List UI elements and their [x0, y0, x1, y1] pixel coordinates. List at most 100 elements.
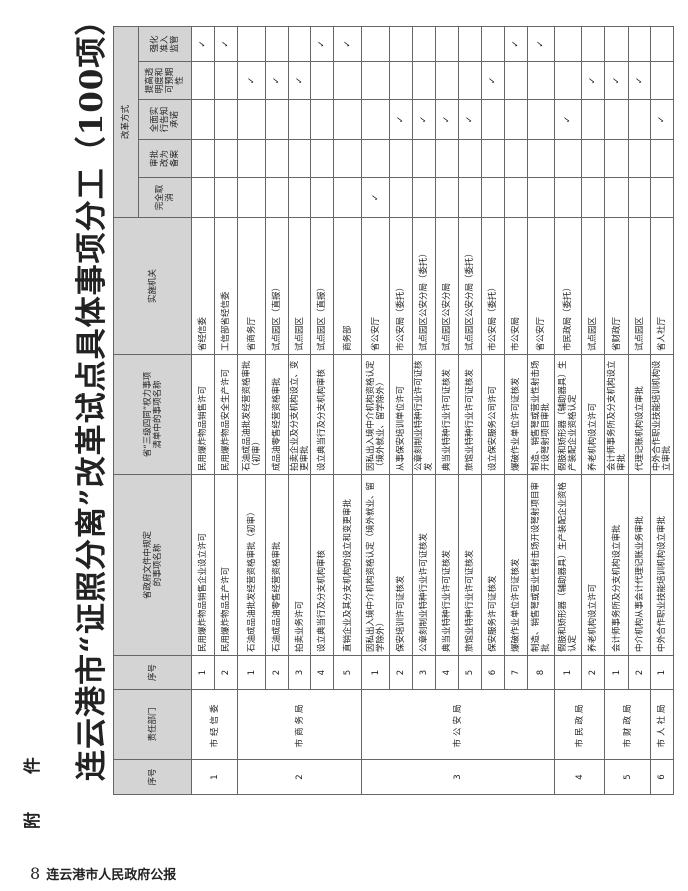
reform-mode-cell — [265, 177, 289, 218]
implementing-body: 试点园区公安分局（委托） — [458, 217, 482, 355]
department-name: 市人社局 — [650, 689, 674, 760]
check-mark-icon: ✓ — [465, 115, 475, 124]
provincial-doc-name: 爆破作业单位许可证核发 — [504, 474, 528, 656]
implementing-body: 市民政局（委托） — [554, 217, 582, 355]
table-row: 3 公章刻制业特种行业许可证核发 公章刻制业特种行业许可证核发 试点园区公安分局（委托… — [412, 26, 436, 795]
table-row: 5 市财政局 1 会计师事务所及分支机构设立审批 会计师事务所及分支机构设立审批 省财政厅… — [604, 26, 651, 795]
check-mark-icon: ✓ — [634, 76, 645, 85]
check-mark-icon: ✓ — [342, 40, 353, 48]
department-no: 6 — [650, 759, 674, 795]
power-list-name: 民用爆炸物品安全生产许可 — [214, 354, 238, 475]
check-mark-icon: ✓ — [198, 40, 208, 48]
department-no: 2 — [237, 759, 362, 795]
implementing-body: 市公安局（委托） — [389, 217, 413, 355]
table-row: 8 制造、销售弩或营业性射击场开设弩射项目审批 制造、销售弩或营业性射击场开设弩射项… — [527, 26, 555, 795]
reform-mode-cell — [650, 139, 674, 178]
power-list-name: 因私出入境中介机构资格认定（境外就业、留学除外） — [361, 354, 390, 475]
reform-mode-cell: ✓ — [412, 99, 436, 140]
power-list-name: 成品油零售经营资格审批 — [265, 354, 289, 475]
header-mode-notify-commit: 全面实行告知承诺 — [138, 99, 192, 140]
table-row: 2 保安培训许可证核发 从事保安培训单位许可 市公安局（委托） ✓ — [389, 26, 413, 795]
reform-mode-cell — [412, 139, 436, 178]
provincial-doc-name: 石油成品油批发经营资格审批（初审） — [237, 474, 266, 656]
annex-label: 附 件 — [23, 741, 43, 829]
reform-mode-cell — [458, 139, 482, 178]
item-no: 6 — [481, 655, 505, 690]
reform-mode-cell — [214, 61, 238, 100]
reform-mode-cell — [435, 61, 459, 100]
implementing-body: 试点园区 — [581, 217, 605, 355]
reform-mode-cell — [333, 139, 362, 178]
reform-mode-cell: ✓ — [458, 99, 482, 140]
item-no: 3 — [288, 655, 311, 690]
implementing-body: 试点园区 — [628, 217, 651, 355]
header-reform-mode: 改革方式 — [113, 26, 139, 218]
department-name: 市公安局 — [361, 689, 555, 760]
provincial-doc-name: 中介机构从事会计代理记账业务审批 — [628, 474, 651, 656]
reform-mode-cell — [389, 139, 413, 178]
item-no: 1 — [361, 655, 390, 690]
power-list-name: 石油成品油批发经营资格审批（初审） — [237, 354, 266, 475]
provincial-doc-name: 典当业特种行业许可证核发 — [435, 474, 459, 656]
reform-mode-cell — [650, 26, 674, 62]
reform-mode-cell — [554, 61, 582, 100]
item-no: 3 — [412, 655, 436, 690]
reform-mode-cell: ✓ — [554, 99, 582, 140]
department-name: 市财政局 — [604, 689, 651, 760]
reform-mode-cell — [265, 26, 289, 62]
item-no: 1 — [650, 655, 674, 690]
item-no: 4 — [310, 655, 334, 690]
reform-items-table: 序号 责任部门 序号 省政府文件中规定的事项名称 省“三级四同”权力事项清单中的… — [113, 26, 674, 795]
power-list-name: 会计师事务所及分支机构设立审批 — [604, 354, 629, 475]
reform-mode-cell — [265, 139, 289, 178]
reform-mode-cell — [191, 139, 215, 178]
check-mark-icon: ✓ — [221, 40, 231, 48]
reform-mode-cell — [214, 139, 238, 178]
check-mark-icon: ✓ — [488, 76, 498, 85]
provincial-doc-name: 民用爆炸物品销售企业设立许可 — [191, 474, 215, 656]
table-row: 3 市公安局 1 因私出入境中介机构资格认定（境外就业、留学除外） 因私出入境中介机构资… — [361, 26, 555, 795]
provincial-doc-name: 旅馆业特种行业许可证核发 — [458, 474, 482, 656]
reform-mode-cell — [504, 99, 528, 140]
reform-mode-cell — [481, 139, 505, 178]
reform-mode-cell — [288, 99, 311, 140]
reform-mode-cell — [581, 139, 605, 178]
reform-mode-cell — [527, 99, 555, 140]
item-no: 2 — [581, 655, 605, 690]
reform-mode-cell — [504, 177, 528, 218]
check-mark-icon: ✓ — [246, 76, 257, 85]
check-mark-icon: ✓ — [272, 76, 282, 85]
reform-mode-cell — [361, 139, 390, 178]
reform-mode-cell: ✓ — [361, 177, 390, 218]
publication-name: 连云港市人民政府公报 — [46, 868, 177, 883]
provincial-doc-name: 石油成品油零售经营资格审批 — [265, 474, 289, 656]
check-mark-icon: ✓ — [588, 76, 598, 85]
reform-mode-cell — [191, 99, 215, 140]
header-implementing-body: 实施机关 — [113, 217, 192, 355]
reform-mode-cell — [481, 26, 505, 62]
reform-mode-cell — [604, 26, 629, 62]
implementing-body: 省公安厅 — [361, 217, 390, 355]
department-name: 市民政局 — [554, 689, 605, 760]
reform-mode-cell — [310, 99, 334, 140]
page-footer: 8 连云港市人民政府公报 — [30, 864, 176, 883]
table-row: 4 市民政局 1 假肢和矫形器（辅助器具）生产装配企业资格认定 假肢和矫形器（辅助器具）… — [554, 26, 605, 795]
reform-mode-cell — [389, 26, 413, 62]
provincial-doc-name: 保安服务许可证核发 — [481, 474, 505, 656]
reform-mode-cell: ✓ — [604, 61, 629, 100]
table-row: 3 拍卖业务许可 拍卖企业及分支机构设立、变更审批 试点园区 ✓ — [288, 26, 311, 795]
reform-mode-cell — [504, 61, 528, 100]
provincial-doc-name: 民用爆炸物品生产许可 — [214, 474, 238, 656]
reform-mode-cell: ✓ — [288, 61, 311, 100]
check-mark-icon: ✓ — [536, 40, 546, 48]
reform-mode-cell — [604, 99, 629, 140]
reform-mode-cell — [604, 139, 629, 178]
reform-mode-cell — [191, 177, 215, 218]
reform-mode-cell — [527, 61, 555, 100]
reform-mode-cell — [554, 177, 582, 218]
item-no: 5 — [333, 655, 362, 690]
reform-mode-cell — [389, 61, 413, 100]
reform-mode-cell — [435, 26, 459, 62]
item-no: 8 — [527, 655, 555, 690]
reform-mode-cell — [237, 139, 266, 178]
